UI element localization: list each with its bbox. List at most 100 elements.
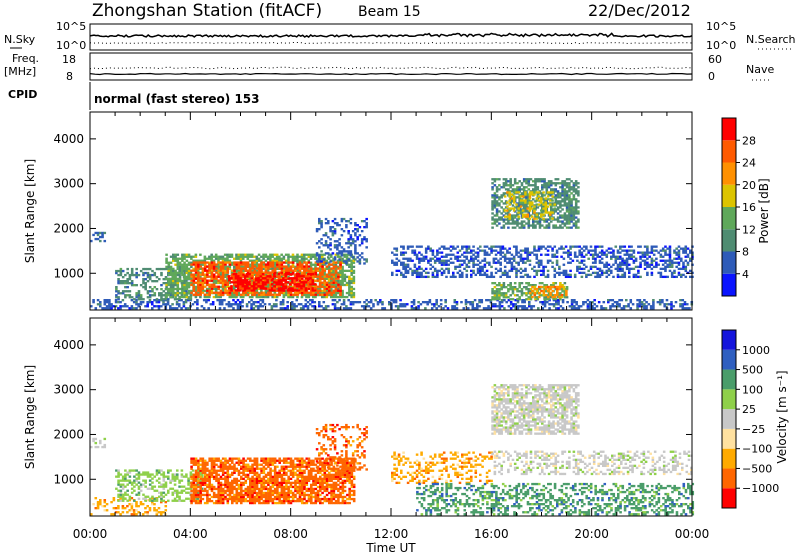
heatmap-cell	[491, 204, 494, 207]
heatmap-cell	[531, 285, 534, 289]
heatmap-cell	[257, 301, 260, 304]
heatmap-cell	[210, 285, 214, 288]
heatmap-cell	[420, 257, 423, 260]
heatmap-cell	[323, 253, 326, 256]
heatmap-cell	[454, 275, 457, 279]
heatmap-cell	[117, 269, 120, 273]
heatmap-cell	[544, 247, 548, 250]
heatmap-cell	[219, 267, 223, 270]
heatmap-cell	[521, 259, 525, 262]
heatmap-cell	[287, 275, 290, 279]
heatmap-cell	[272, 305, 276, 308]
heatmap-cell	[675, 261, 678, 264]
heatmap-cell	[597, 301, 601, 304]
heatmap-cell	[509, 178, 512, 181]
heatmap-cell	[269, 277, 272, 280]
heatmap-cell	[284, 283, 287, 286]
heatmap-cell	[148, 267, 152, 271]
heatmap-cell	[336, 279, 340, 283]
heatmap-cell	[206, 293, 209, 296]
heatmap-cell	[180, 307, 183, 310]
heatmap-cell	[197, 289, 200, 292]
heatmap-cell	[307, 265, 311, 268]
heatmap-cell	[178, 287, 182, 291]
heatmap-cell	[199, 281, 202, 284]
heatmap-cell	[478, 305, 481, 308]
heatmap-cell	[343, 279, 347, 283]
heatmap-cell	[217, 279, 220, 282]
heatmap-cell	[440, 261, 444, 264]
heatmap-cell	[428, 301, 432, 304]
heatmap-cell	[300, 259, 304, 262]
heatmap-cell	[543, 284, 546, 287]
heatmap-cell	[401, 303, 405, 306]
heatmap-cell	[492, 245, 496, 248]
heatmap-cell	[339, 259, 342, 262]
heatmap-cell	[442, 271, 446, 275]
heatmap-cell	[493, 222, 497, 225]
heatmap-cell	[545, 186, 549, 189]
heatmap-cell	[271, 275, 275, 278]
heatmap-cell	[252, 285, 256, 288]
heatmap-cell	[115, 294, 118, 297]
heatmap-cell	[623, 259, 627, 262]
heatmap-cell	[169, 287, 173, 291]
heatmap-cell	[515, 249, 518, 252]
heatmap-cell	[557, 303, 560, 306]
heatmap-cell	[503, 273, 507, 277]
heatmap-cell	[192, 277, 196, 280]
heatmap-cell	[160, 305, 163, 308]
heatmap-cell	[287, 287, 290, 290]
heatmap-cell	[255, 287, 258, 290]
heatmap-cell	[569, 273, 572, 277]
heatmap-cell	[280, 285, 283, 289]
heatmap-cell	[328, 269, 331, 272]
heatmap-cell	[596, 271, 599, 275]
heatmap-cell	[680, 257, 683, 260]
heatmap-cell	[682, 251, 685, 254]
heatmap-cell	[155, 298, 159, 301]
heatmap-cell	[330, 295, 333, 299]
heatmap-cell	[260, 295, 263, 299]
heatmap-cell	[639, 251, 642, 254]
heatmap-cell	[521, 299, 524, 302]
heatmap-cell	[616, 301, 619, 304]
heatmap-cell	[114, 301, 118, 304]
heatmap-cell	[271, 293, 275, 296]
heatmap-cell	[103, 303, 107, 306]
heatmap-cell	[185, 287, 189, 291]
heatmap-cell	[126, 294, 129, 297]
heatmap-cell	[580, 253, 584, 256]
heatmap-cell	[203, 263, 207, 266]
heatmap-cell	[226, 259, 229, 262]
heatmap-cell	[395, 253, 399, 256]
heatmap-cell	[323, 275, 327, 278]
heatmap-cell	[342, 260, 346, 263]
heatmap-cell	[305, 293, 308, 297]
heatmap-cell	[255, 293, 259, 297]
heatmap-cell	[144, 284, 147, 287]
heatmap-cell	[480, 301, 484, 304]
heatmap-cell	[467, 307, 470, 310]
heatmap-cell	[520, 220, 524, 223]
heatmap-cell	[235, 261, 239, 264]
heatmap-cell	[452, 261, 455, 264]
heatmap-cell	[327, 257, 331, 260]
heatmap-cell	[686, 247, 690, 250]
heatmap-cell	[144, 288, 147, 291]
heatmap-cell	[607, 251, 611, 254]
heatmap-cell	[452, 247, 455, 250]
heatmap-cell	[515, 247, 518, 250]
heatmap-cell	[580, 261, 584, 264]
heatmap-cell	[153, 294, 157, 297]
heatmap-cell	[563, 202, 567, 205]
heatmap-cell	[668, 259, 672, 262]
heatmap-cell	[354, 258, 357, 261]
heatmap-cell	[342, 307, 346, 310]
heatmap-cell	[545, 296, 549, 299]
heatmap-cell	[183, 291, 186, 295]
heatmap-cell	[528, 251, 532, 254]
heatmap-cell	[225, 303, 228, 306]
heatmap-cell	[309, 303, 312, 306]
heatmap-cell	[316, 285, 320, 288]
